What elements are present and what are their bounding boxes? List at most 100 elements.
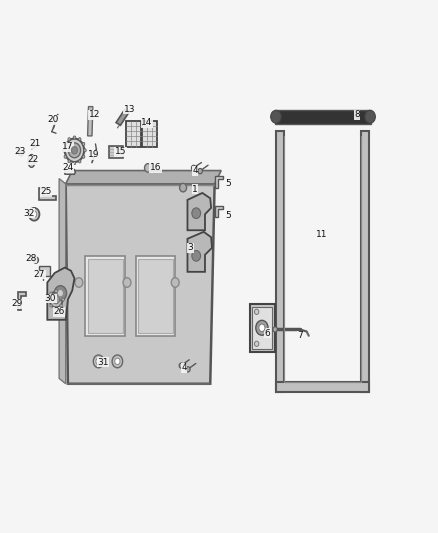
Circle shape [55, 306, 57, 310]
Circle shape [48, 298, 50, 301]
Polygon shape [66, 184, 215, 384]
Bar [250, 304, 275, 352]
Bar [39, 266, 50, 276]
Polygon shape [116, 109, 129, 125]
Circle shape [73, 136, 76, 139]
Circle shape [82, 142, 85, 146]
Circle shape [192, 208, 201, 219]
Circle shape [256, 320, 268, 335]
Bar [109, 146, 123, 158]
Bar [252, 307, 272, 349]
Polygon shape [39, 188, 56, 200]
Text: 26: 26 [53, 308, 65, 316]
Text: 30: 30 [45, 294, 56, 303]
Circle shape [192, 251, 201, 261]
Bar [142, 121, 157, 147]
Text: 1: 1 [192, 185, 198, 193]
Text: 14: 14 [141, 118, 152, 127]
Circle shape [62, 298, 64, 301]
Bar [275, 110, 371, 124]
Text: 32: 32 [23, 209, 34, 217]
Text: 7: 7 [297, 332, 303, 340]
Circle shape [50, 304, 53, 307]
Circle shape [112, 355, 123, 368]
Text: 19: 19 [88, 150, 100, 159]
Circle shape [145, 164, 152, 172]
Ellipse shape [28, 155, 35, 167]
Circle shape [68, 143, 81, 158]
Bar [136, 256, 175, 336]
Text: 16: 16 [150, 164, 161, 172]
Polygon shape [187, 232, 212, 272]
Circle shape [82, 155, 85, 158]
Circle shape [29, 208, 39, 221]
Text: 4: 4 [192, 166, 198, 175]
Circle shape [273, 327, 277, 332]
Polygon shape [187, 193, 211, 230]
Text: 11: 11 [316, 230, 328, 239]
Circle shape [55, 289, 57, 293]
Circle shape [49, 292, 63, 308]
Text: 6: 6 [264, 329, 270, 337]
Text: 15: 15 [115, 148, 126, 156]
Circle shape [115, 358, 120, 365]
Circle shape [259, 324, 265, 332]
Polygon shape [59, 179, 66, 384]
Polygon shape [215, 176, 223, 188]
Circle shape [186, 367, 190, 372]
Circle shape [65, 139, 84, 162]
Circle shape [254, 341, 259, 346]
Circle shape [365, 110, 375, 123]
Circle shape [64, 142, 67, 146]
Polygon shape [47, 268, 74, 320]
Text: 25: 25 [40, 188, 52, 196]
Text: 13: 13 [124, 105, 135, 114]
Circle shape [68, 138, 71, 141]
Circle shape [271, 110, 281, 123]
Text: 27: 27 [34, 270, 45, 279]
Circle shape [73, 161, 76, 165]
Bar [276, 382, 369, 392]
Text: 3: 3 [187, 244, 194, 252]
Bar [138, 259, 173, 333]
Text: 22: 22 [27, 156, 39, 164]
Text: 20: 20 [47, 116, 58, 124]
Polygon shape [88, 107, 93, 136]
Circle shape [33, 257, 39, 263]
Circle shape [93, 355, 104, 368]
Circle shape [54, 286, 67, 301]
Text: 24: 24 [62, 164, 74, 172]
Circle shape [19, 151, 23, 156]
Circle shape [171, 278, 179, 287]
Circle shape [96, 358, 101, 365]
Bar [361, 131, 369, 392]
Circle shape [78, 160, 81, 163]
Bar [88, 259, 123, 333]
Circle shape [75, 278, 83, 287]
Circle shape [84, 149, 86, 152]
Polygon shape [215, 206, 223, 217]
Circle shape [57, 289, 64, 297]
Polygon shape [18, 292, 26, 310]
Bar [85, 256, 125, 336]
Circle shape [78, 138, 81, 141]
Circle shape [179, 363, 184, 368]
Text: 17: 17 [62, 142, 74, 151]
Bar [276, 111, 370, 123]
Text: 8: 8 [354, 110, 360, 119]
Circle shape [198, 168, 202, 174]
Circle shape [60, 304, 62, 307]
Circle shape [64, 155, 67, 158]
Text: 5: 5 [225, 180, 231, 188]
Text: 29: 29 [12, 300, 23, 308]
Circle shape [123, 278, 131, 287]
Polygon shape [65, 169, 75, 174]
Bar [126, 121, 141, 147]
Circle shape [32, 211, 37, 217]
Circle shape [68, 160, 71, 163]
Circle shape [180, 183, 187, 192]
Text: 31: 31 [97, 358, 109, 367]
Text: 4: 4 [181, 364, 187, 372]
Circle shape [71, 147, 78, 154]
Circle shape [53, 295, 60, 304]
